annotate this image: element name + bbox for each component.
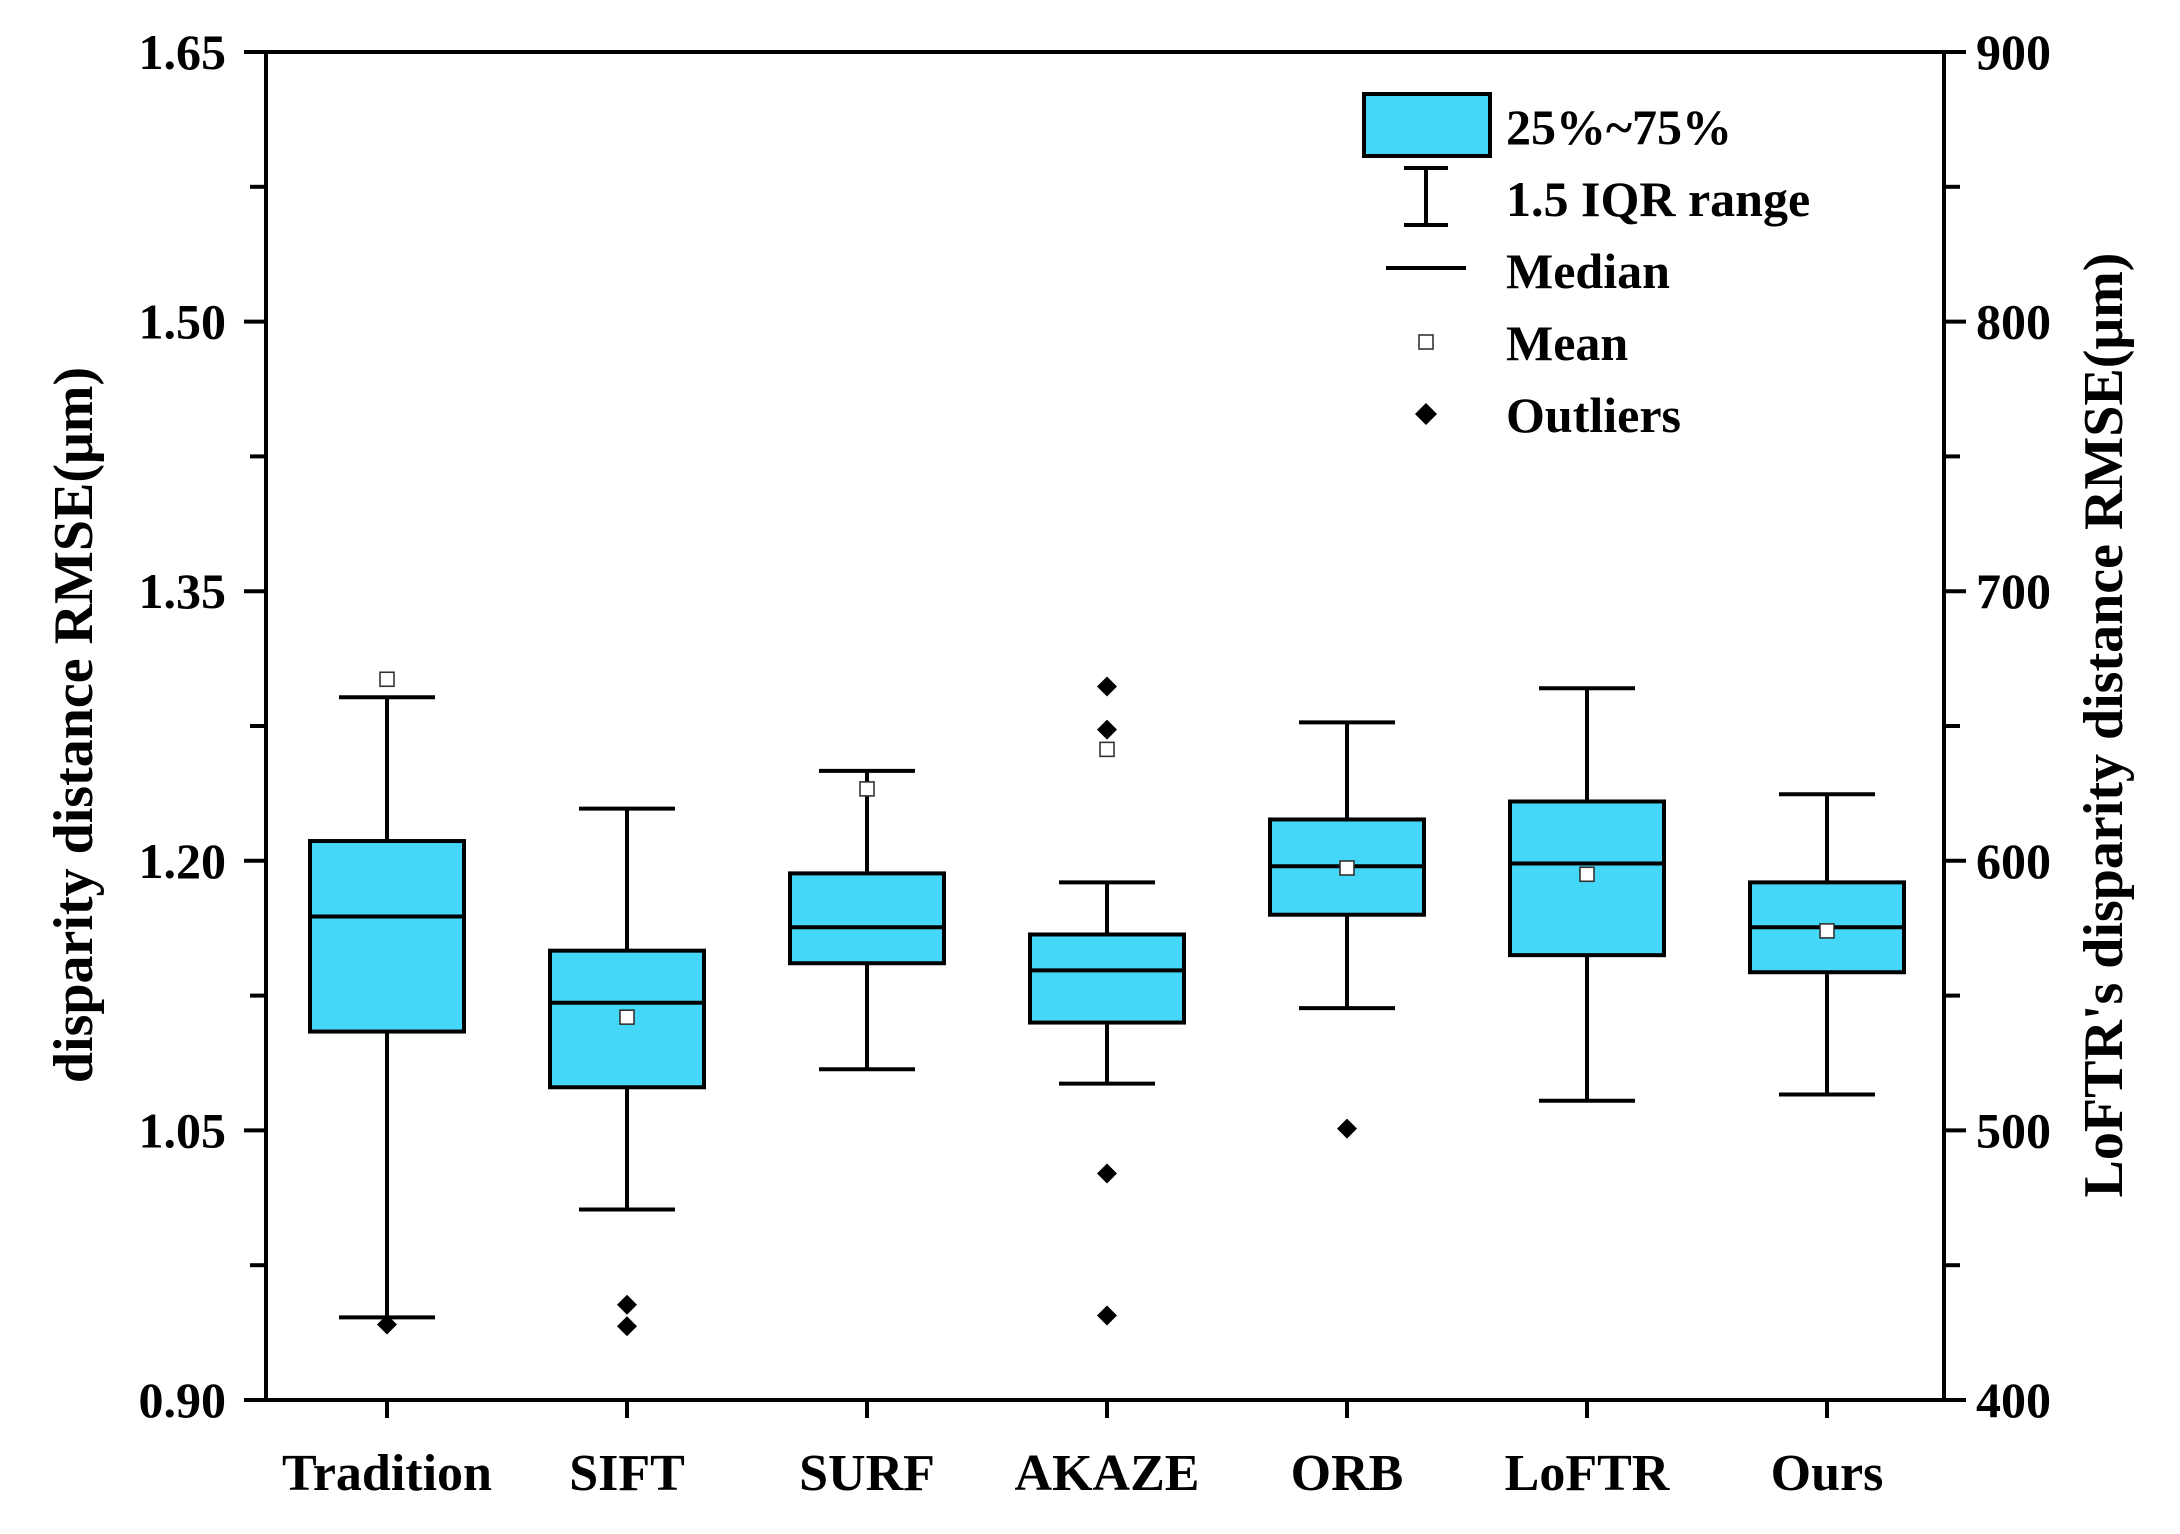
legend-outlier-symbol xyxy=(1415,403,1437,425)
category-label: LoFTR xyxy=(1505,1445,1671,1502)
category-label: Ours xyxy=(1771,1445,1884,1502)
mean-marker xyxy=(1339,860,1355,876)
box-sift xyxy=(548,806,706,1337)
outlier-marker xyxy=(1097,676,1117,697)
legend-mean-symbol xyxy=(1418,334,1434,350)
mean-marker xyxy=(1819,923,1835,939)
axis-ticks xyxy=(244,50,1966,1402)
box-akaze xyxy=(1028,676,1186,1326)
mean-marker xyxy=(859,781,875,797)
right-tick-label: 700 xyxy=(1976,563,2051,619)
outlier-marker xyxy=(377,1314,397,1335)
category-labels: Tradition SIFT SURF AKAZE ORB LoFTR Ours xyxy=(282,1400,1883,1502)
mean-marker xyxy=(619,1009,635,1025)
right-tick-label: 500 xyxy=(1976,1102,2051,1158)
legend-box-swatch xyxy=(1362,92,1492,158)
outlier-marker xyxy=(1337,1118,1357,1139)
legend-label: Median xyxy=(1506,243,1670,299)
category-label: AKAZE xyxy=(1015,1445,1200,1502)
legend-label: 1.5 IQR range xyxy=(1506,171,1810,227)
left-axis-title: disparity distance RMSE(μm) xyxy=(43,367,105,1083)
category-label: ORB xyxy=(1291,1445,1404,1502)
category-label: SIFT xyxy=(569,1445,685,1502)
left-tick-label: 0.90 xyxy=(139,1372,227,1428)
legend-label: 25%~75% xyxy=(1506,99,1732,155)
mean-marker xyxy=(1579,866,1595,883)
iqr-box xyxy=(788,871,946,966)
box-surf xyxy=(788,768,946,1072)
legend-label: Outliers xyxy=(1506,387,1681,443)
iqr-box xyxy=(1028,932,1186,1025)
category-label: SURF xyxy=(799,1445,935,1502)
iqr-box xyxy=(308,839,466,1034)
box-tradition xyxy=(308,671,466,1335)
right-tick-label: 900 xyxy=(1976,24,2051,80)
left-axis-tick-labels: 0.90 1.05 1.20 1.35 1.50 1.65 xyxy=(139,24,227,1428)
outlier-marker xyxy=(617,1316,637,1337)
right-axis-title: LoFTR's disparity distance RMSE(μm) xyxy=(2073,253,2135,1198)
box-loftr xyxy=(1508,686,1666,1103)
right-tick-label: 800 xyxy=(1976,294,2051,350)
left-tick-label: 1.65 xyxy=(139,24,227,80)
legend: 25%~75% 1.5 IQR range Median Mean Outliers xyxy=(1362,92,1810,443)
right-tick-label: 600 xyxy=(1976,833,2051,889)
left-tick-label: 1.05 xyxy=(139,1102,227,1158)
outlier-marker xyxy=(1097,719,1117,740)
outlier-marker xyxy=(1097,1305,1117,1326)
right-axis-tick-labels: 400 500 600 700 800 900 xyxy=(1976,24,2051,1428)
box-series xyxy=(308,671,1906,1337)
box-ours xyxy=(1748,792,1906,1097)
legend-label: Mean xyxy=(1506,315,1628,371)
left-tick-label: 1.35 xyxy=(139,563,227,619)
left-tick-label: 1.20 xyxy=(139,833,227,889)
right-tick-label: 400 xyxy=(1976,1372,2051,1428)
left-tick-label: 1.50 xyxy=(139,294,227,350)
outlier-marker xyxy=(1097,1163,1117,1184)
mean-marker xyxy=(379,671,395,688)
category-label: Tradition xyxy=(282,1445,492,1502)
box-orb xyxy=(1268,720,1426,1139)
outlier-marker xyxy=(617,1294,637,1315)
mean-marker xyxy=(1099,741,1115,758)
iqr-box xyxy=(548,948,706,1090)
